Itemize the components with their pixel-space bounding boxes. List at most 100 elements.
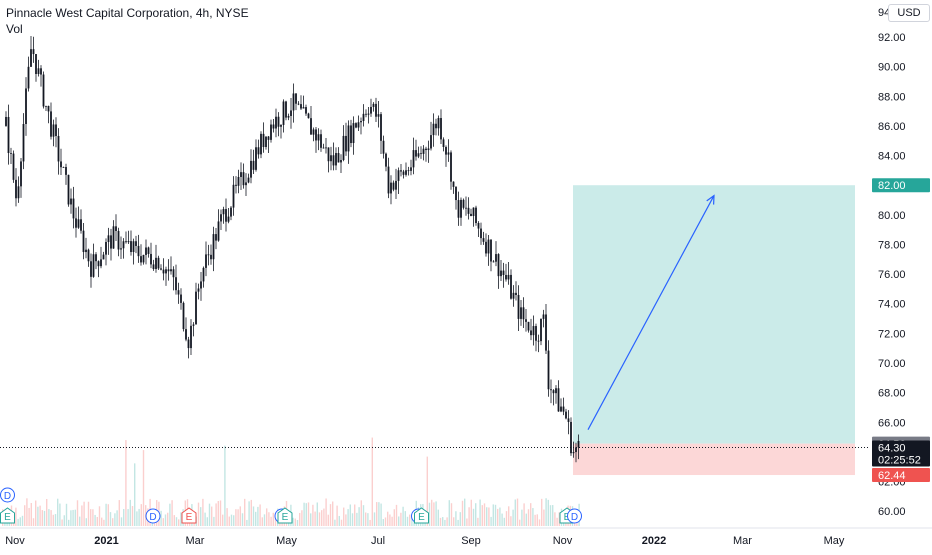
candle-body [250, 160, 252, 178]
candle-body [117, 230, 120, 250]
volume-bar [534, 514, 536, 526]
candle-body [357, 122, 360, 128]
candle-body [300, 104, 302, 109]
volume-bar [435, 501, 437, 526]
candle-body [515, 292, 517, 295]
candle-body [112, 226, 115, 249]
volume-bar [63, 515, 65, 526]
candle-body [555, 388, 557, 394]
volume-bar [479, 499, 481, 526]
earnings-marker-icon[interactable]: E [0, 507, 15, 524]
volume-bar [96, 516, 98, 526]
candle-body [482, 238, 485, 242]
candle-body [87, 249, 90, 262]
earnings-marker-icon[interactable]: E [277, 507, 293, 524]
volume-bar [259, 504, 261, 526]
volume-bar [239, 506, 241, 526]
dividend-marker-icon[interactable]: D [567, 508, 582, 524]
candle-body [447, 152, 450, 155]
volume-bar [233, 515, 235, 526]
dividend-marker-icon[interactable]: D [0, 487, 15, 503]
earnings-marker-icon[interactable]: E [181, 507, 197, 524]
currency-selector[interactable]: USD [888, 4, 930, 22]
volume-bar [310, 513, 312, 526]
candle-body [347, 125, 350, 152]
volume-bar [270, 516, 272, 526]
volume-bar [494, 504, 497, 526]
volume-bar [19, 517, 21, 526]
volume-bar [266, 508, 268, 526]
volume-bar [501, 513, 503, 526]
volume-bar [512, 509, 514, 526]
candle-body [370, 106, 372, 114]
volume-bar [543, 509, 545, 526]
volume-bar [83, 501, 85, 526]
volume-bar [360, 500, 362, 526]
volume-bar [523, 503, 525, 526]
volume-bar [318, 512, 321, 526]
candle-body [385, 153, 387, 167]
candle-body [30, 49, 32, 67]
candle-body [297, 103, 300, 105]
volume-bar [131, 506, 134, 526]
volume-bar [70, 510, 72, 526]
volume-bar [202, 498, 204, 526]
candle-body [162, 269, 165, 274]
target-price-badge-bg [872, 178, 930, 193]
candle-body [492, 261, 495, 263]
volume-bar [255, 511, 257, 526]
x-tick-label: Nov [5, 535, 25, 547]
volume-bar [30, 502, 32, 526]
volume-bar [303, 502, 305, 526]
candle-body [352, 123, 355, 144]
candle-body [305, 107, 307, 114]
candle-body [322, 147, 325, 149]
volume-bar [514, 499, 516, 526]
candle-body [122, 241, 125, 249]
candle-body [92, 254, 95, 277]
symbol-title[interactable]: Pinnacle West Capital Corporation, 4h, N… [6, 6, 249, 20]
candle-body [355, 123, 357, 128]
volume-bar [521, 509, 523, 526]
volume-bar [343, 507, 345, 526]
candle-body [462, 199, 465, 208]
candle-body [485, 241, 487, 254]
candles [5, 35, 580, 463]
x-tick-label: Mar [733, 535, 752, 547]
candle-body [257, 147, 260, 155]
y-tick-label: 86.00 [878, 121, 906, 133]
volume-bar [197, 502, 200, 526]
volume-bar [296, 519, 299, 526]
volume-bar [475, 503, 477, 526]
volume-bar [211, 506, 213, 526]
candle-body [125, 241, 127, 243]
volume-bar [373, 512, 376, 526]
y-tick-label: 68.00 [878, 388, 906, 400]
volume-bar [116, 510, 118, 526]
volume-bar [329, 504, 332, 526]
candle-body [237, 176, 240, 186]
earnings-marker-icon[interactable]: E [414, 507, 429, 524]
volume-bar [323, 508, 325, 526]
volume-bar [349, 504, 351, 526]
svg-text:E: E [418, 512, 425, 523]
candle-body [232, 184, 235, 208]
candle-body [285, 101, 287, 118]
volume-bar [101, 517, 103, 526]
dividend-marker-icon[interactable]: D [145, 508, 161, 524]
volume-bar [244, 498, 246, 526]
volume-bar [263, 514, 266, 526]
candle-body [457, 200, 460, 218]
candle-body [217, 221, 220, 241]
volume-bar [134, 463, 136, 526]
candle-body [325, 147, 327, 149]
candle-body [570, 421, 572, 454]
candle-body [12, 153, 15, 180]
volume-bar [371, 437, 373, 526]
candle-body [487, 239, 490, 254]
candle-body [197, 288, 200, 292]
volume-bar [503, 517, 505, 526]
candle-body [497, 254, 500, 277]
